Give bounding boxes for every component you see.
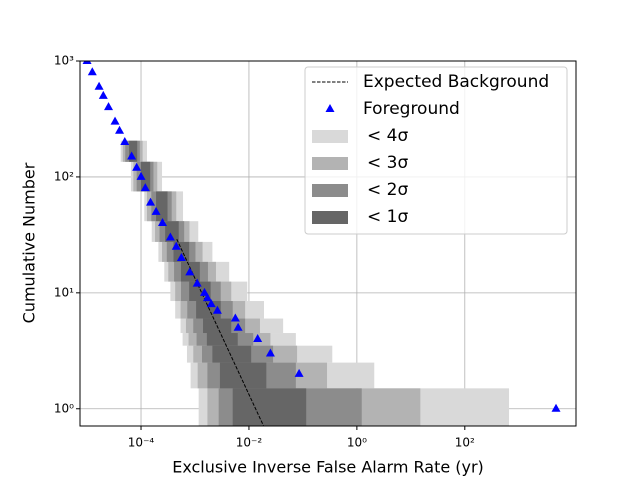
x-axis-label: Exclusive Inverse False Alarm Rate (yr) (172, 458, 484, 477)
x-tick-label: 10⁻⁴ (128, 436, 155, 450)
legend-patch (312, 130, 348, 143)
marker (151, 206, 161, 215)
legend-label: < 4σ (367, 126, 408, 146)
marker (185, 267, 195, 276)
marker (140, 183, 150, 192)
axes-frame (79, 60, 577, 427)
legend-label: Foreground (363, 99, 460, 119)
y-axis-label: Cumulative Number (20, 162, 39, 323)
marker (104, 102, 114, 111)
band-rect (156, 191, 168, 222)
x-tick-label: 10⁻² (236, 436, 263, 450)
band-rect (212, 345, 252, 363)
marker (202, 293, 212, 302)
marker (551, 403, 561, 412)
band-rect (219, 362, 267, 389)
legend: Expected Background Foreground < 4σ < 3σ < 2… (304, 66, 568, 235)
marker (171, 241, 181, 250)
marker (165, 232, 175, 241)
y-tick-label: 10⁰ (54, 401, 74, 415)
legend-patch (312, 184, 348, 197)
sigma-band (129, 140, 307, 426)
marker (157, 218, 167, 227)
marker (127, 151, 137, 160)
marker (120, 137, 130, 146)
marker (206, 299, 216, 308)
marker (110, 116, 120, 125)
marker (98, 90, 108, 99)
legend-label: < 1σ (367, 207, 408, 227)
marker (294, 368, 304, 377)
y-tick-label: 10³ (54, 54, 74, 68)
band-rect (129, 140, 138, 162)
marker (146, 197, 156, 206)
marker (94, 81, 104, 90)
y-tick-label: 10¹ (54, 285, 74, 299)
legend-patch (312, 211, 348, 224)
legend-patch (312, 157, 348, 170)
x-tick-label: 10² (455, 436, 475, 450)
band-rect (141, 161, 151, 192)
line (176, 239, 265, 426)
marker (132, 162, 142, 171)
legend-label: < 2σ (367, 180, 408, 200)
marker (233, 322, 243, 331)
legend-marker (325, 104, 335, 112)
marker (115, 125, 125, 134)
band-rect (206, 333, 238, 346)
band-rect (232, 388, 307, 426)
axes: 10⁻⁴ 10⁻² 10⁰ 10² 10⁰ 10¹ 10² 10³ (54, 54, 475, 450)
marker (212, 305, 222, 314)
marker (230, 313, 240, 322)
marker (87, 67, 97, 76)
legend-label: < 3σ (367, 153, 408, 173)
plot-area (80, 61, 576, 426)
marker (265, 348, 275, 357)
marker (82, 61, 92, 64)
marker (176, 252, 186, 261)
marker (199, 287, 209, 296)
x-tick-label: 10⁰ (347, 436, 367, 450)
legend-label: Expected Background (363, 72, 549, 92)
y-tick-label: 10² (54, 169, 74, 183)
legend-frame (304, 66, 568, 235)
marker (192, 278, 202, 287)
marker (253, 333, 263, 342)
marker (136, 171, 146, 180)
